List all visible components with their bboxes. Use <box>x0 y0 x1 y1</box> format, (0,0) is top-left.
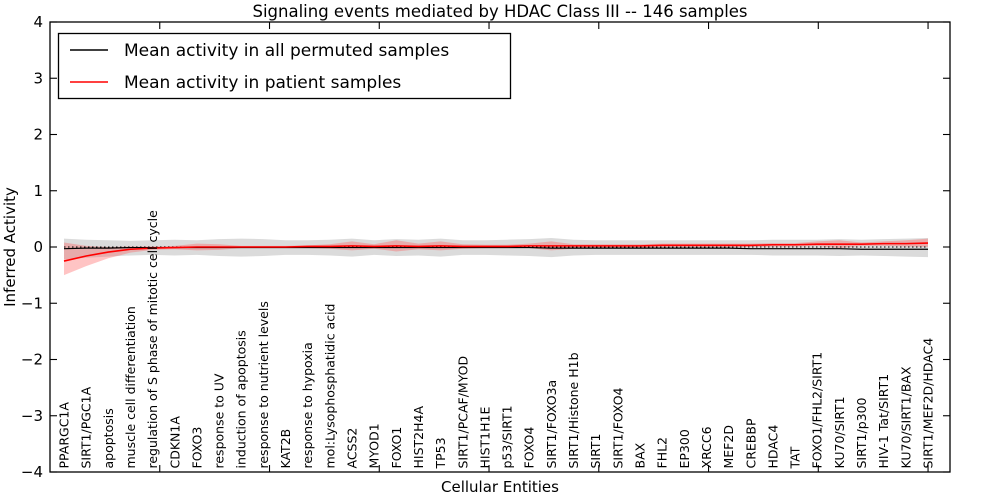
entity-label: XRCC6 <box>699 426 714 468</box>
entity-label: induction of apoptosis <box>234 330 249 468</box>
entity-label: p53/SIRT1 <box>500 405 515 468</box>
y-tick-label: 2 <box>33 126 43 144</box>
entity-label: KAT2B <box>278 429 293 469</box>
entity-label: SIRT1/PCAF/MYOD <box>455 356 470 469</box>
plot-area: 4 3 2 1 0 −1 −2 −3 −4 PPARGC1A SIRT1/PGC1A apoptosi… <box>21 13 951 481</box>
permuted-std-band <box>64 238 928 260</box>
entity-label: response to UV <box>212 373 227 468</box>
y-tick-label: 4 <box>33 13 43 31</box>
entity-label: HIST1H1E <box>477 407 492 469</box>
legend-box <box>57 32 512 100</box>
entity-label: PPARGC1A <box>57 402 72 469</box>
entity-label: HIST2H4A <box>411 406 426 469</box>
entity-label: KU70/SIRT1/BAX <box>898 366 913 468</box>
entity-label: ACSS2 <box>345 428 360 469</box>
entity-label: MEF2D <box>721 425 736 468</box>
entity-label: SIRT1/MEF2D/HDAC4 <box>921 338 936 469</box>
entity-label: FOXO3 <box>189 427 204 469</box>
entity-label: BAX <box>633 442 648 468</box>
entity-label: CDKN1A <box>167 416 182 469</box>
entity-label: FOXO1/FHL2/SIRT1 <box>810 352 825 469</box>
legend-label-patient: Mean activity in patient samples <box>124 73 401 93</box>
entity-label: SIRT1/p300 <box>854 397 869 468</box>
entity-label: FOXO4 <box>522 427 537 469</box>
y-tick-label: 0 <box>33 238 43 256</box>
entity-label: SIRT1/PGC1A <box>79 386 94 468</box>
chart-title: Signaling events mediated by HDAC Class … <box>252 2 747 21</box>
entity-label: HIV-1 Tat/SIRT1 <box>876 374 891 469</box>
y-tick-label: 1 <box>33 182 43 200</box>
entity-label: KU70/SIRT1 <box>832 396 847 468</box>
entity-label: FOXO1 <box>389 427 404 469</box>
entity-label: TAT <box>788 446 803 469</box>
entity-label: regulation of S phase of mitotic cell cy… <box>145 210 160 469</box>
legend: Mean activity in all permuted samples Me… <box>57 32 512 100</box>
entity-label: HDAC4 <box>765 425 780 469</box>
entity-label: mol:Lysophosphatidic acid <box>322 304 337 469</box>
patient-mean-line <box>63 242 929 262</box>
y-tick-label: 3 <box>33 69 43 87</box>
entity-label: SIRT1 <box>588 434 603 469</box>
y-tick-label: −2 <box>21 351 43 369</box>
entity-label: CREBBP <box>743 418 758 468</box>
entity-label: apoptosis <box>101 408 116 468</box>
entity-label: SIRT1/Histone H1b <box>566 352 581 468</box>
y-tick-label: −4 <box>21 463 43 481</box>
entity-label: MYOD1 <box>367 423 382 468</box>
y-axis-label: Inferred Activity <box>1 187 19 307</box>
entity-label: muscle cell differentiation <box>123 306 138 468</box>
y-tick-label: −1 <box>21 294 43 312</box>
legend-label-permuted: Mean activity in all permuted samples <box>124 41 449 61</box>
entity-label: TP53 <box>433 437 448 469</box>
entity-label: EP300 <box>677 429 692 468</box>
entity-label: response to hypoxia <box>300 342 315 468</box>
entity-label: SIRT1/FOXO3a <box>544 380 559 469</box>
entity-label: SIRT1/FOXO4 <box>610 387 625 468</box>
y-tick-label: −3 <box>21 407 43 425</box>
entity-label: response to nutrient levels <box>256 301 271 468</box>
x-axis-label: Cellular Entities <box>441 478 559 496</box>
entity-label: FHL2 <box>655 437 670 469</box>
